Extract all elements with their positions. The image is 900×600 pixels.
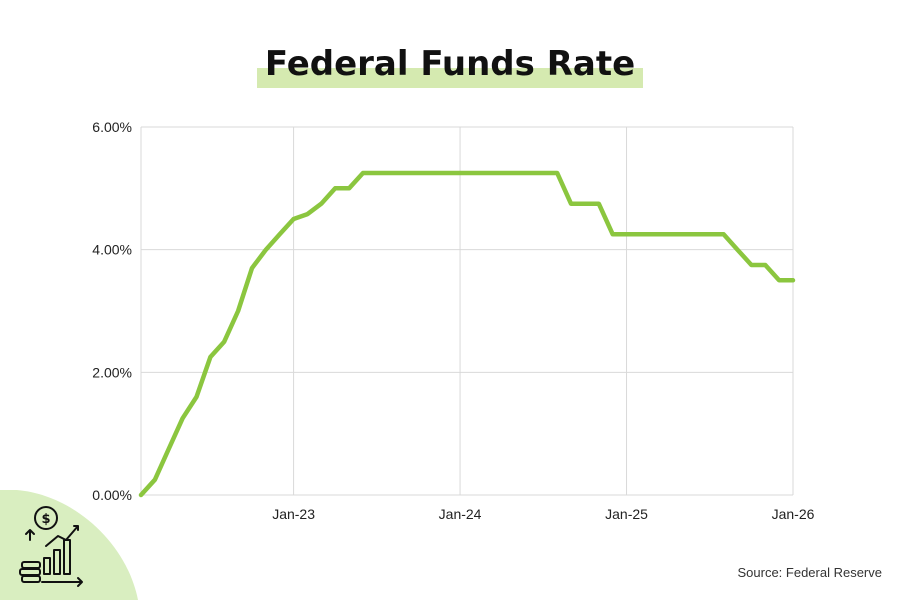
finance-growth-icon: $ [0, 490, 138, 600]
x-tick-label: Jan-23 [272, 506, 315, 522]
y-tick-label: 2.00% [92, 364, 132, 380]
series-line [138, 170, 796, 498]
x-tick-label: Jan-24 [439, 506, 482, 522]
y-tick-label: 4.00% [92, 242, 132, 258]
title-highlight [256, 68, 644, 88]
x-tick-label: Jan-26 [772, 506, 815, 522]
chart-title-wrap: Federal Funds Rate [0, 44, 900, 88]
logo: $ [0, 490, 140, 600]
y-tick-label: 0.00% [92, 487, 132, 503]
chart-title: Federal Funds Rate [256, 44, 644, 88]
x-tick-label: Jan-25 [605, 506, 648, 522]
source-note: Source: Federal Reserve [737, 565, 882, 580]
svg-text:$: $ [41, 512, 50, 527]
y-tick-label: 6.00% [92, 119, 132, 135]
chart-title-text: Federal Funds Rate [264, 44, 636, 84]
